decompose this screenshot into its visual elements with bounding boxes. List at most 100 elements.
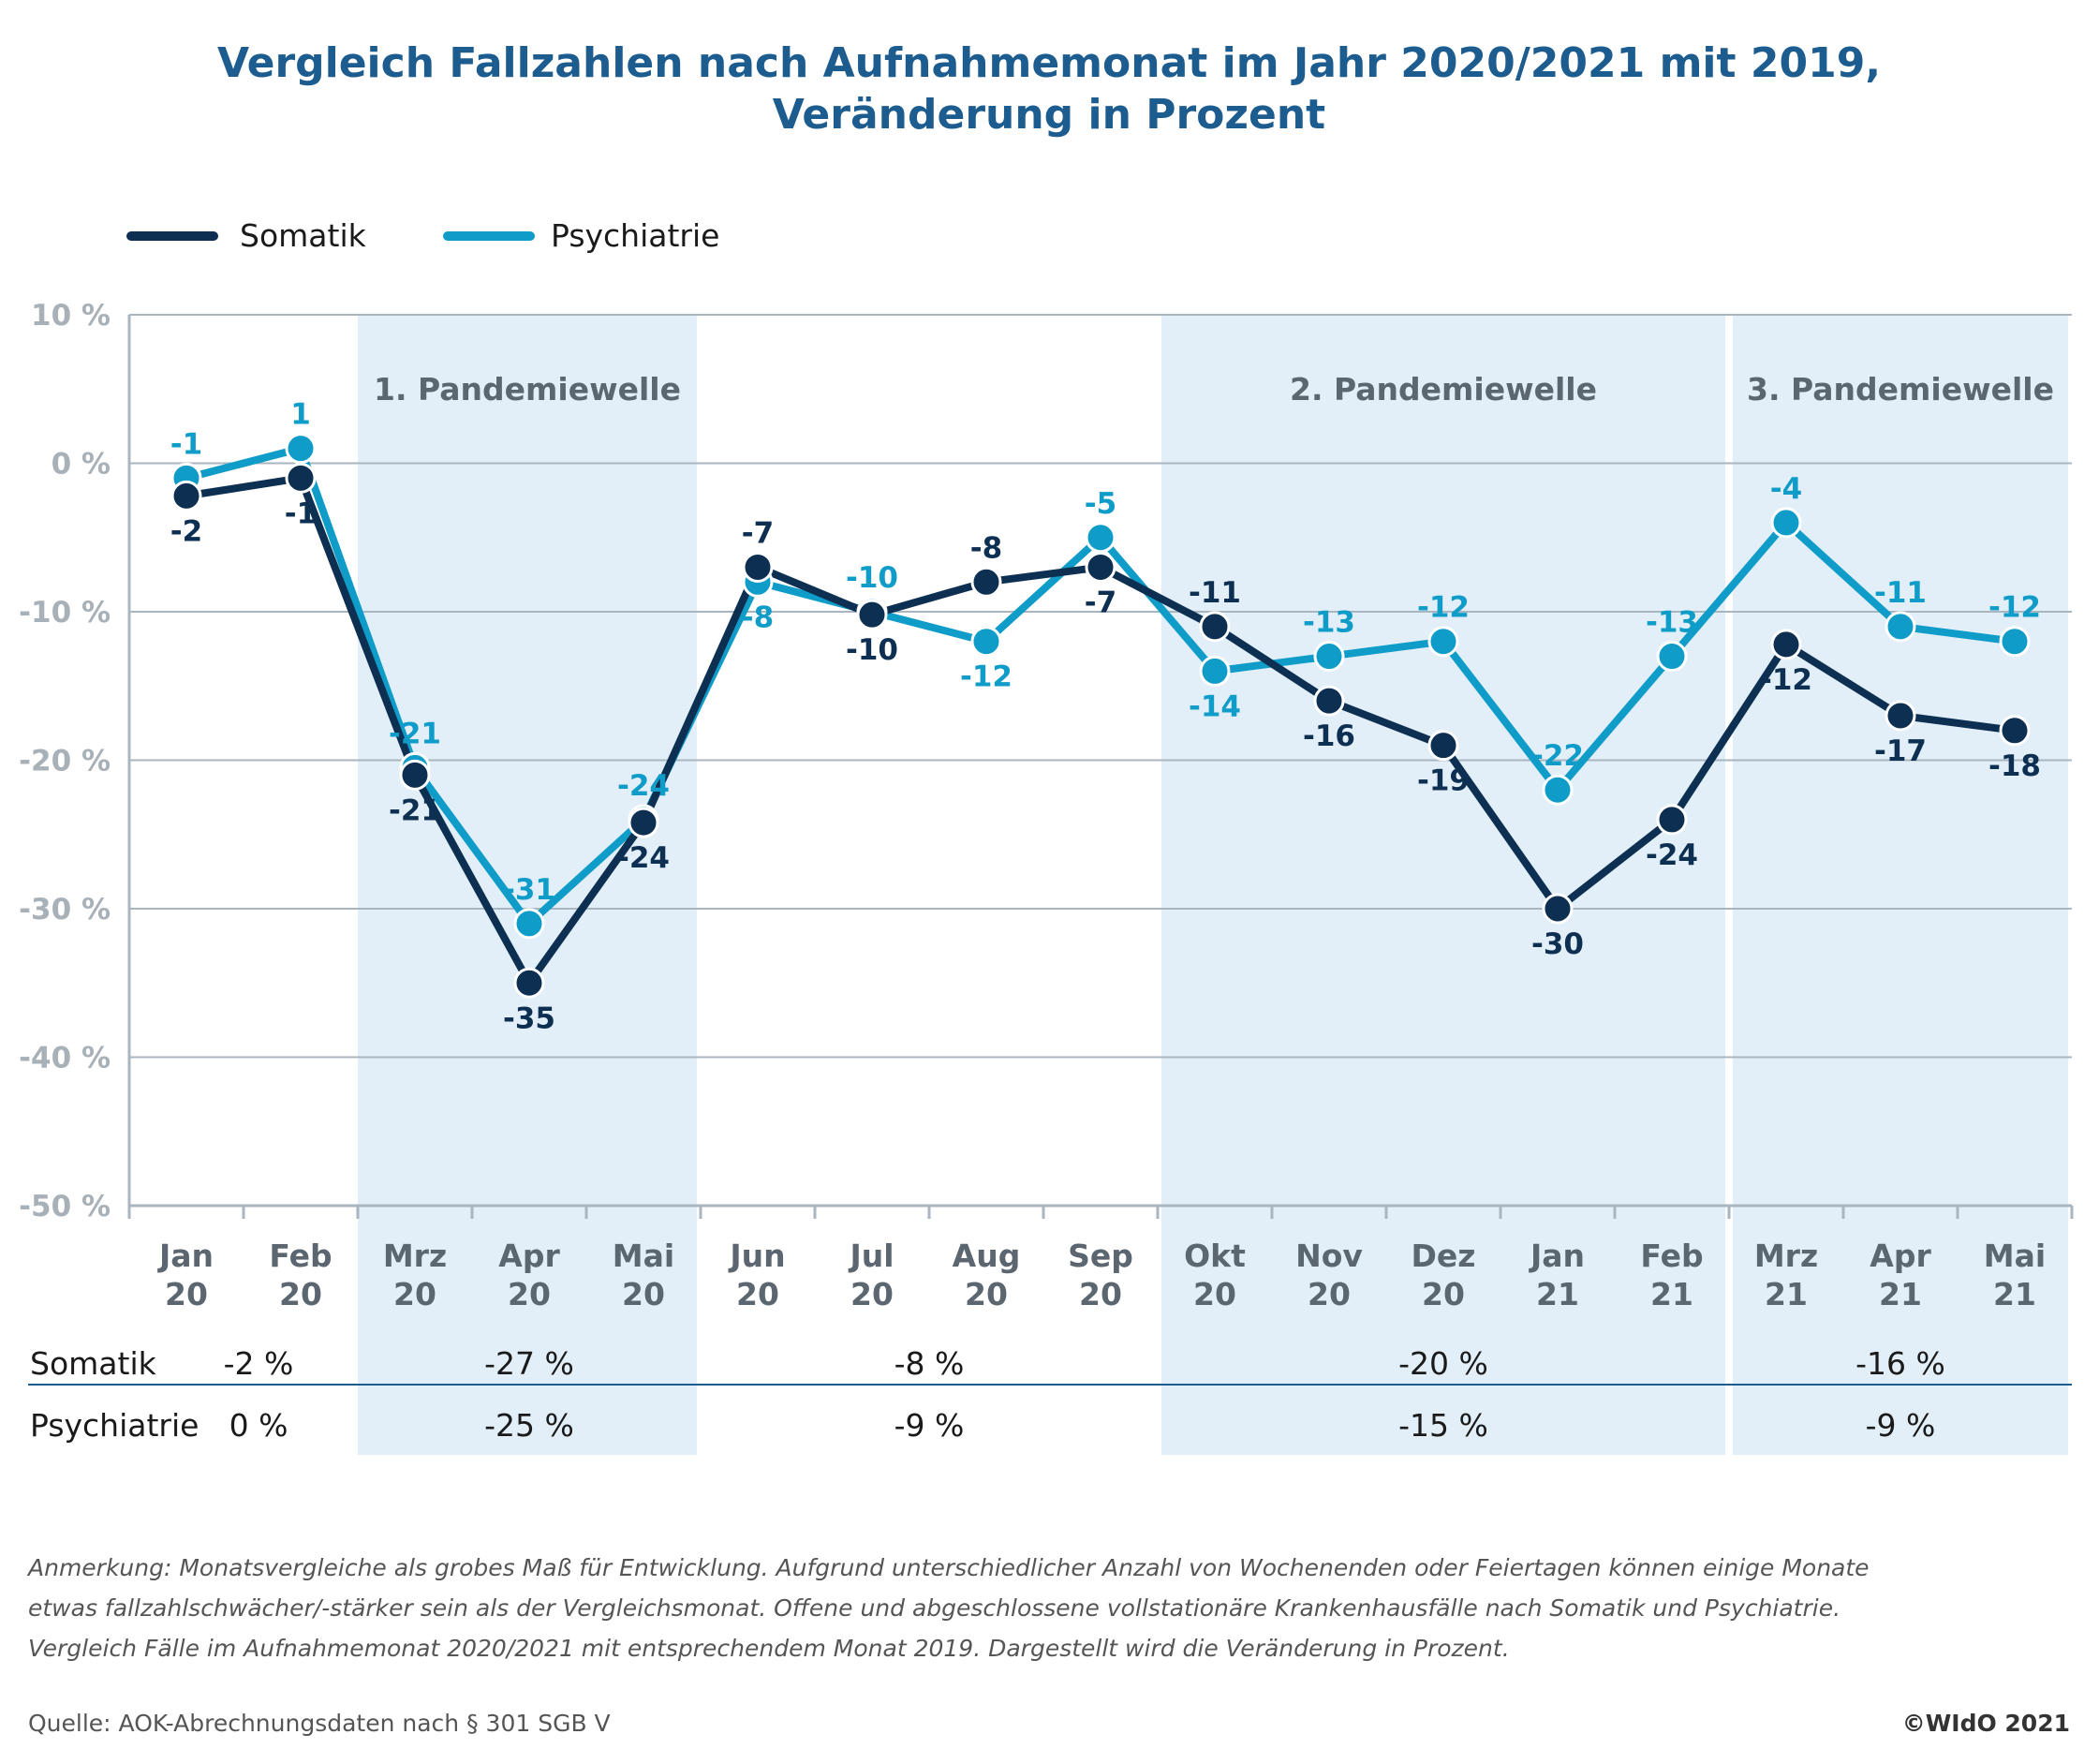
x-tick-month: Apr bbox=[1870, 1238, 1931, 1274]
point-psychiatrie bbox=[1770, 507, 1802, 539]
x-tick-year: 20 bbox=[508, 1276, 551, 1312]
point-somatik bbox=[170, 480, 202, 511]
x-tick-month: Okt bbox=[1184, 1238, 1246, 1274]
table-cell: -9 % bbox=[1866, 1407, 1936, 1444]
point-somatik bbox=[1199, 611, 1231, 643]
wave-label-1: 1. Pandemiewelle bbox=[374, 371, 681, 408]
x-tick-month: Jul bbox=[848, 1238, 894, 1274]
data-label-psychiatrie: -12 bbox=[1988, 591, 2041, 625]
x-tick-year: 20 bbox=[1422, 1276, 1465, 1312]
wave-band-1 bbox=[358, 315, 697, 1455]
point-somatik bbox=[1085, 551, 1116, 583]
data-label-somatik: -24 bbox=[1646, 838, 1698, 872]
x-tick-month: Sep bbox=[1068, 1238, 1133, 1274]
point-somatik bbox=[1656, 804, 1688, 836]
data-label-psychiatrie: -13 bbox=[1646, 606, 1698, 640]
data-label-somatik: -1 bbox=[285, 497, 317, 530]
point-somatik bbox=[628, 807, 659, 838]
x-tick-year: 20 bbox=[622, 1276, 665, 1312]
data-label-psychiatrie: -8 bbox=[742, 600, 774, 634]
chart-title-line1: Vergleich Fallzahlen nach Aufnahmemonat … bbox=[217, 39, 1881, 87]
data-label-psychiatrie: -1 bbox=[170, 427, 202, 461]
x-tick-labels: Jan20Feb20Mrz20Apr20Mai20Jun20Jul20Aug20… bbox=[157, 1238, 2046, 1312]
point-somatik bbox=[1313, 685, 1345, 717]
data-label-somatik: -8 bbox=[970, 531, 1002, 565]
x-tick-month: Aug bbox=[953, 1238, 1021, 1274]
table-cell: -2 % bbox=[224, 1345, 294, 1382]
data-label-somatik: -7 bbox=[742, 516, 774, 550]
y-tick-label: -20 % bbox=[19, 745, 111, 778]
x-tick-year: 20 bbox=[279, 1276, 322, 1312]
point-somatik bbox=[742, 551, 774, 583]
y-tick-label: 10 % bbox=[31, 299, 111, 333]
table-row-header: Psychiatrie bbox=[30, 1407, 199, 1444]
data-label-somatik: -16 bbox=[1303, 719, 1355, 753]
data-label-psychiatrie: -12 bbox=[1417, 591, 1470, 625]
data-label-somatik: -19 bbox=[1417, 764, 1470, 798]
x-tick-year: 21 bbox=[1765, 1276, 1808, 1312]
data-label-psychiatrie: -24 bbox=[617, 769, 670, 803]
x-tick-month: Feb bbox=[1640, 1238, 1703, 1274]
table-cell: 0 % bbox=[229, 1407, 288, 1444]
x-tick-year: 21 bbox=[1650, 1276, 1693, 1312]
summary-table: Somatik -2 % -27 % -8 % -20 % -16 % Psychiatri… bbox=[28, 1345, 2072, 1444]
data-label-somatik: -30 bbox=[1531, 927, 1584, 961]
point-psychiatrie bbox=[1542, 774, 1574, 806]
data-label-psychiatrie: -5 bbox=[1085, 487, 1116, 521]
point-somatik bbox=[1999, 715, 2031, 747]
data-label-psychiatrie: -10 bbox=[846, 561, 898, 595]
wave-band-2 bbox=[1161, 315, 1725, 1455]
x-tick-year: 20 bbox=[736, 1276, 779, 1312]
y-tick-label: -30 % bbox=[19, 893, 111, 926]
source-text: Quelle: AOK-Abrechnungsdaten nach § 301 … bbox=[28, 1710, 611, 1737]
data-label-psychiatrie: -11 bbox=[1874, 576, 1927, 610]
data-label-somatik: -21 bbox=[389, 793, 441, 827]
note-line-1: Anmerkung: Monatsvergleiche als grobes M… bbox=[26, 1554, 1870, 1581]
legend-label-psychiatrie: Psychiatrie bbox=[551, 217, 719, 254]
point-somatik bbox=[1885, 700, 1916, 732]
data-label-psychiatrie: -4 bbox=[1770, 472, 1802, 506]
wave-band-3 bbox=[1733, 315, 2068, 1455]
point-somatik bbox=[1542, 893, 1574, 925]
data-label-psychiatrie: -22 bbox=[1531, 739, 1584, 773]
point-psychiatrie bbox=[1085, 522, 1116, 554]
x-tick-month: Mai bbox=[613, 1238, 674, 1274]
x-tick-year: 20 bbox=[165, 1276, 208, 1312]
note-line-2: etwas fallzahlschwächer/-stärker sein al… bbox=[28, 1594, 1840, 1622]
data-label-psychiatrie: -14 bbox=[1189, 689, 1241, 723]
table-cell: -16 % bbox=[1855, 1345, 1945, 1382]
table-cell: -15 % bbox=[1398, 1407, 1488, 1444]
table-cell: -25 % bbox=[484, 1407, 574, 1444]
x-tick-month: Dez bbox=[1412, 1238, 1476, 1274]
x-tick-year: 21 bbox=[1536, 1276, 1579, 1312]
point-somatik bbox=[856, 599, 888, 630]
table-row-header: Somatik bbox=[30, 1345, 157, 1382]
x-tick-year: 20 bbox=[965, 1276, 1008, 1312]
note-line-3: Vergleich Fälle im Aufnahmemonat 2020/20… bbox=[28, 1635, 1510, 1662]
legend-label-somatik: Somatik bbox=[240, 217, 367, 254]
point-somatik bbox=[1427, 730, 1459, 762]
data-label-somatik: -7 bbox=[1085, 586, 1116, 619]
table-cell: -20 % bbox=[1398, 1345, 1488, 1382]
series-points bbox=[170, 433, 2031, 999]
y-tick-label: -40 % bbox=[19, 1042, 111, 1075]
data-label-somatik: -35 bbox=[503, 1001, 555, 1035]
data-label-psychiatrie: -13 bbox=[1303, 606, 1355, 640]
point-psychiatrie bbox=[513, 908, 545, 940]
wave-label-3: 3. Pandemiewelle bbox=[1747, 371, 2054, 408]
x-tick-year: 20 bbox=[1308, 1276, 1351, 1312]
data-label-psychiatrie: -21 bbox=[389, 717, 441, 750]
table-cell: -8 % bbox=[894, 1345, 965, 1382]
x-tick-year: 20 bbox=[1193, 1276, 1236, 1312]
data-label-somatik: -10 bbox=[846, 633, 898, 667]
data-label-somatik: -18 bbox=[1988, 749, 2041, 783]
point-somatik bbox=[399, 759, 431, 791]
point-psychiatrie bbox=[1999, 626, 2031, 658]
x-tick-year: 21 bbox=[1879, 1276, 1922, 1312]
point-psychiatrie bbox=[1199, 655, 1231, 687]
x-tick-month: Mrz bbox=[1754, 1238, 1818, 1274]
point-somatik bbox=[513, 967, 545, 999]
y-tick-label: -50 % bbox=[19, 1190, 111, 1223]
point-somatik bbox=[970, 566, 1002, 598]
